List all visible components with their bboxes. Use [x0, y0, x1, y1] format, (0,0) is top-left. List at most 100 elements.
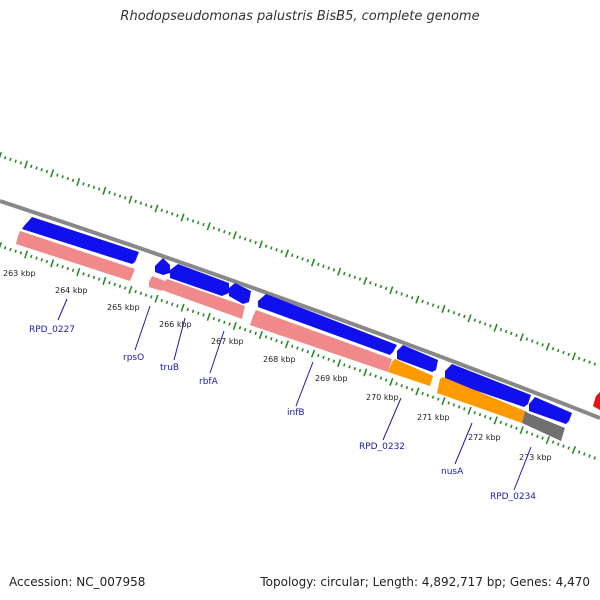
inner-tick-mark — [583, 452, 586, 456]
gene-arrow-nusa[interactable] — [445, 364, 531, 407]
inner-tick-mark — [118, 284, 122, 288]
gene-block-rpd0234[interactable] — [522, 411, 565, 441]
inner-tick-mark — [353, 367, 357, 371]
outer-tick-mark — [593, 362, 597, 366]
inner-tick-mark — [551, 440, 555, 444]
map-title: Rhodopseudomonas palustris BisB5, comple… — [120, 9, 480, 24]
leader-infb — [295, 361, 314, 407]
inner-tick-mark — [593, 456, 597, 460]
gene-block-nusa[interactable] — [437, 377, 525, 423]
kbp-label: 269 kbp — [315, 374, 348, 383]
gene-label-rpd0232[interactable]: RPD_0232 — [359, 442, 405, 452]
gene-arrow-rpd0232[interactable] — [397, 345, 438, 372]
inner-tick-mark — [238, 326, 242, 330]
outer-tick-mark — [258, 240, 263, 249]
gene-label-trub[interactable]: truB — [160, 363, 179, 373]
inner-tick-mark — [3, 246, 7, 250]
gene-label-infb[interactable]: infB — [287, 408, 305, 418]
gene-block-rpd0232[interactable] — [388, 359, 433, 386]
inner-tick-mark — [76, 268, 81, 277]
kbp-label: 271 kbp — [417, 413, 450, 422]
outer-tick-mark — [197, 221, 200, 225]
outer-tick-mark — [228, 231, 231, 236]
inner-tick-mark — [478, 412, 482, 417]
outer-tick-mark — [457, 312, 461, 317]
inner-tick-mark — [441, 397, 446, 406]
inner-tick-mark — [571, 446, 577, 455]
gene-label-rpd0234[interactable]: RPD_0234 — [490, 492, 536, 502]
gene-arrow-trub[interactable] — [170, 264, 229, 296]
inner-tick-mark — [515, 426, 518, 430]
inner-tick-mark — [473, 411, 477, 415]
inner-tick-mark — [536, 434, 539, 438]
outer-tick-mark — [530, 339, 534, 343]
gene-block-rpso[interactable] — [149, 276, 165, 291]
inner-tick-mark — [71, 268, 75, 273]
inner-tick-mark — [415, 387, 420, 396]
gene-arrow-rpd0227-forward[interactable] — [22, 217, 139, 264]
kbp-label: 270 kbp — [366, 393, 399, 402]
outer-tick-mark — [290, 253, 294, 257]
outer-tick-mark — [510, 331, 513, 336]
inner-tick-mark — [191, 309, 195, 314]
inner-tick-mark — [296, 346, 299, 350]
inner-tick-mark — [400, 384, 404, 388]
outer-tick-mark — [525, 337, 529, 341]
kbp-labels: 263 kbp 264 kbp 265 kbp 266 kbp 267 kbp … — [3, 269, 552, 462]
gene-label-rpso[interactable]: rpsO — [123, 353, 144, 363]
inner-tick-mark — [61, 265, 64, 269]
gene-block-red-edge[interactable] — [593, 392, 600, 410]
gene-block-trub[interactable] — [162, 279, 245, 319]
outer-tick-mark — [410, 296, 414, 300]
outer-tick-mark — [583, 358, 586, 362]
outer-tick-mark — [66, 176, 70, 181]
gene-block-infb[interactable] — [250, 310, 392, 372]
outer-tick-mark — [71, 178, 75, 182]
outer-tick-mark — [441, 304, 446, 313]
kbp-label: 263 kbp — [3, 269, 36, 278]
outer-tick-mark — [322, 264, 325, 268]
inner-tick-mark — [562, 444, 565, 448]
outer-tick-mark — [30, 164, 33, 169]
leader-rpd0232 — [382, 397, 402, 441]
inner-tick-mark — [421, 391, 424, 396]
inner-tick-mark — [212, 316, 216, 321]
inner-tick-mark — [56, 263, 59, 267]
gene-arrow-rpso[interactable] — [155, 258, 170, 275]
outer-tick-mark — [9, 157, 12, 162]
gene-arrow-infb[interactable] — [258, 294, 397, 355]
outer-tick-mark — [202, 222, 205, 227]
outer-tick-mark — [296, 255, 299, 259]
outer-tick-mark — [310, 258, 316, 267]
inner-tick-mark — [306, 350, 310, 354]
kbp-label: 265 kbp — [107, 303, 140, 312]
inner-tick-mark — [113, 282, 117, 287]
outer-tick-mark — [363, 276, 368, 285]
leader-rpso — [134, 305, 151, 351]
gene-arrow-rbfa[interactable] — [229, 283, 251, 304]
inner-tick-mark — [530, 432, 534, 436]
inner-tick-mark — [35, 256, 38, 260]
outer-tick-mark — [144, 203, 148, 207]
outer-tick-mark — [92, 185, 96, 189]
inner-tick-track — [0, 241, 597, 460]
accession-text: Accession: NC_007958 — [9, 575, 146, 589]
inner-tick-mark — [206, 312, 211, 321]
gene-label-rbfa[interactable]: rbfA — [199, 377, 219, 387]
outer-tick-mark — [118, 194, 122, 198]
gene-arrow-rpd0234[interactable] — [529, 397, 572, 424]
outer-tick-mark — [384, 286, 388, 291]
outer-tick-mark — [254, 240, 257, 245]
outer-tick-mark — [212, 226, 216, 230]
gene-label-nusa[interactable]: nusA — [441, 467, 464, 477]
inner-tick-mark — [92, 275, 96, 280]
inner-tick-mark — [170, 302, 174, 306]
inner-tick-mark — [358, 368, 362, 373]
outer-tick-mark — [447, 309, 450, 313]
inner-tick-mark — [165, 300, 169, 305]
inner-tick-mark — [275, 338, 278, 343]
outer-tick-mark — [102, 186, 107, 195]
gene-block-rpd0227[interactable] — [16, 231, 135, 281]
gene-label-rpd0227[interactable]: RPD_0227 — [29, 325, 75, 335]
